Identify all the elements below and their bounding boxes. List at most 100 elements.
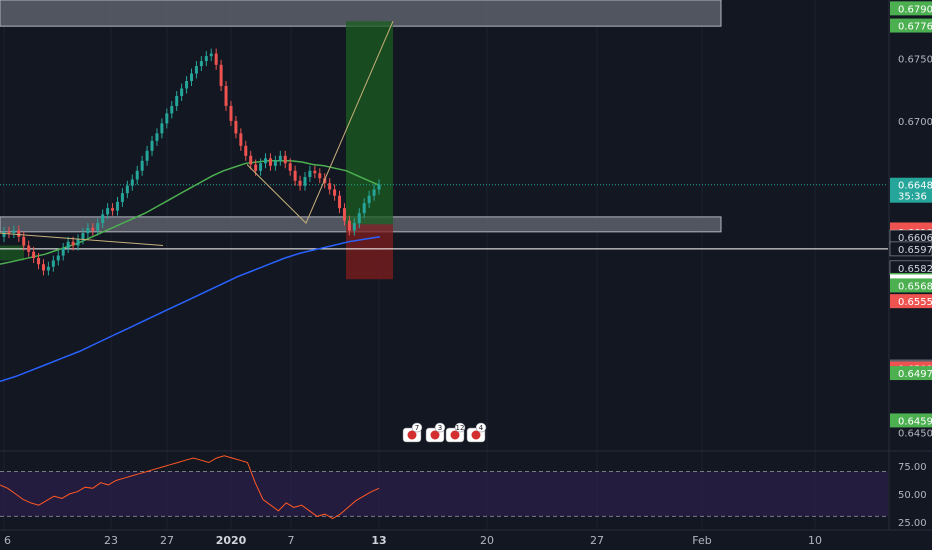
time-tick-label: 27	[160, 534, 174, 547]
candle-body	[17, 230, 21, 237]
stop-loss-zone	[346, 224, 393, 280]
price-tag-label: 0.65554	[898, 297, 932, 308]
candle-body	[180, 88, 184, 96]
candle-body	[229, 105, 233, 121]
candle-body	[362, 203, 366, 214]
candle-body	[61, 248, 65, 256]
candle-body	[12, 230, 16, 234]
candle-body	[165, 113, 169, 124]
candle-body	[37, 258, 41, 265]
annotations-layer	[0, 20, 394, 247]
candle-body	[7, 231, 11, 234]
candle-body	[175, 95, 179, 106]
time-tick-label: 10	[808, 534, 822, 547]
candle-body	[115, 201, 119, 211]
price-tag	[889, 241, 932, 257]
event-flags[interactable]: 7 3 12 4	[402, 422, 487, 443]
flag-count-badge	[454, 422, 466, 433]
time-tick-label: 7	[288, 534, 295, 547]
candle-body	[209, 53, 213, 57]
candle-body	[283, 155, 287, 164]
candle-body	[273, 160, 277, 166]
price-tag	[890, 294, 932, 309]
flag-count-label: 12	[456, 424, 465, 432]
candle-body	[328, 183, 332, 190]
flag-count-label: 4	[479, 424, 484, 432]
time-axis[interactable]: 6 23 27 2020 7 13 20 27 Feb 10	[0, 529, 932, 550]
candle-body	[214, 53, 218, 65]
price-tag	[890, 366, 932, 381]
rsi-tick-label: 50.00	[898, 490, 927, 501]
candle-body	[71, 241, 75, 246]
candle-body	[106, 208, 110, 215]
candle-body	[308, 170, 312, 177]
candle-body	[155, 133, 159, 141]
price-tag-label: 0.65973	[898, 245, 932, 256]
candle-body	[56, 255, 60, 261]
long-moving-average	[0, 236, 381, 383]
time-tick-label: 13	[371, 534, 386, 547]
flag-icon	[471, 430, 481, 440]
candle-body	[86, 228, 90, 234]
price-tag-label: 0.67903	[898, 4, 932, 15]
take-profit-zone	[346, 21, 393, 225]
candle-body	[318, 173, 322, 179]
price-tag-label: 0.66488	[898, 181, 932, 192]
price-tag-label: 35:36	[898, 192, 927, 203]
time-tick-label: 2020	[216, 534, 247, 547]
candle-body	[259, 163, 263, 171]
candle-body	[333, 189, 337, 196]
rsi-line	[0, 455, 380, 520]
candle-body	[352, 223, 356, 231]
candle-body	[244, 145, 248, 156]
price-tag-label: 0.66068	[898, 233, 932, 244]
time-tick-label: 20	[480, 534, 494, 547]
flag-count-label: 3	[438, 424, 442, 432]
rsi-pane[interactable]: 75.00 50.00 25.00	[0, 450, 932, 535]
price-tag	[890, 18, 932, 33]
candle-body	[194, 66, 198, 74]
candle-body	[96, 223, 100, 231]
candle-body	[41, 264, 45, 271]
flag-count-badge	[411, 422, 423, 433]
time-axis-background	[0, 530, 932, 550]
candle-body	[298, 180, 302, 186]
candle-body	[101, 214, 105, 224]
candle-body	[190, 73, 193, 82]
time-tick-label: 23	[104, 534, 118, 547]
projection-path	[246, 20, 394, 224]
price-tag-label: 0.67765	[898, 22, 932, 33]
candle-body	[120, 193, 124, 202]
candle-body	[357, 213, 361, 224]
candle-body	[303, 176, 307, 186]
candle-body	[111, 208, 115, 211]
candle-body	[150, 140, 154, 151]
rsi-band	[0, 471, 888, 517]
candle-body	[81, 233, 85, 240]
candle-body	[140, 160, 144, 171]
candle-body	[249, 155, 253, 165]
candle-body	[199, 61, 203, 67]
flag-icon	[450, 430, 460, 440]
rsi-tick-label: 75.00	[898, 462, 927, 473]
candle-body	[239, 133, 243, 146]
rsi-tick-label: 25.00	[898, 518, 927, 529]
candle-body	[185, 81, 189, 89]
candle-body	[66, 241, 70, 249]
candle-body	[32, 251, 36, 259]
time-tick-label: 6	[4, 534, 11, 547]
time-tick-label: 27	[590, 534, 604, 547]
flag-icon	[430, 430, 440, 440]
price-tag	[890, 413, 932, 428]
zones-layer	[0, 0, 888, 280]
candle-body	[278, 155, 282, 161]
candle-body	[268, 158, 272, 166]
candle-body	[46, 266, 50, 271]
candle-body	[367, 195, 371, 204]
